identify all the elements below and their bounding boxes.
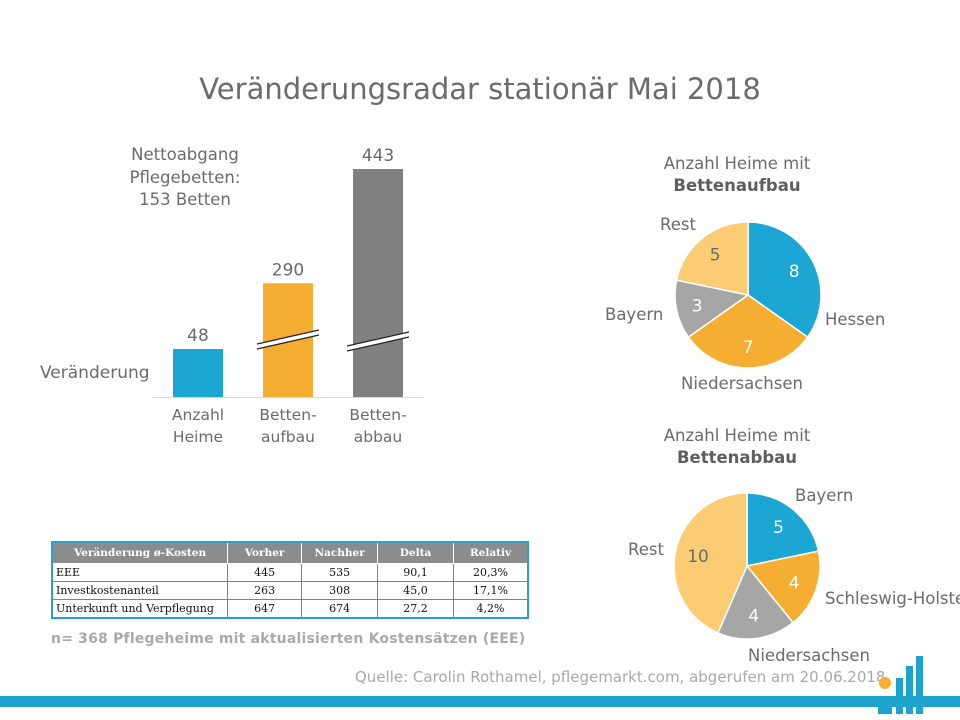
pie-2-label-rest: Rest xyxy=(628,540,664,559)
bar-value-label: 290 xyxy=(272,260,304,280)
pie-1-value-label: 8 xyxy=(789,262,800,282)
table-cell: 535 xyxy=(301,563,379,582)
pie-2-value-label: 5 xyxy=(773,518,784,538)
page-title: Veränderungsradar stationär Mai 2018 xyxy=(199,72,761,106)
pie-1-label-niedersachsen: Niedersachsen xyxy=(681,374,803,393)
pie-2-label-bayern: Bayern xyxy=(795,486,854,505)
pie-1-value-label: 3 xyxy=(692,297,703,317)
table-cell: 445 xyxy=(227,563,303,582)
table-cell: Unterkunft und Verpflegung xyxy=(51,599,229,619)
pie-1-value-label: 7 xyxy=(743,338,754,358)
axis-break-line xyxy=(256,329,320,345)
table-cell: 308 xyxy=(301,581,379,600)
bar xyxy=(173,349,223,397)
bar-category-label: Anzahl Heime xyxy=(171,406,225,446)
pie-1-value-label: 5 xyxy=(710,246,721,266)
axis-break-line xyxy=(346,331,410,347)
axis-break xyxy=(347,332,409,351)
pflegemarkt-logo-icon xyxy=(878,656,923,714)
netto-line-1: Nettoabgang xyxy=(131,145,239,164)
table-header: Delta xyxy=(377,541,455,564)
table-row: Investkostenanteil 263 308 45,0 17,1% xyxy=(51,581,529,600)
row-label: Veränderung xyxy=(40,363,150,383)
pie-1-slice xyxy=(674,279,750,339)
table-row: Unterkunft und Verpflegung 647 674 27,2 … xyxy=(51,599,529,619)
pie-1-slice xyxy=(675,221,749,296)
pie-2-title: Anzahl Heime mit Bettenabbau xyxy=(663,426,811,467)
bar-value-label: 48 xyxy=(187,326,209,346)
pie-1-slice xyxy=(747,221,822,339)
pie-2-slice xyxy=(716,564,795,640)
table-cell: 45,0 xyxy=(377,581,455,600)
cost-table: Veränderung ø-Kosten Vorher Nachher Delt… xyxy=(51,541,529,619)
netto-line-2: Pflegebetten: xyxy=(129,167,241,187)
table-cell: 647 xyxy=(227,599,303,619)
axis-break xyxy=(257,330,319,349)
pie-1-title: Anzahl Heime mit Bettenaufbau xyxy=(663,154,811,195)
pie-2-value-label: 4 xyxy=(789,574,800,594)
table-header: Vorher xyxy=(227,541,303,564)
table-header: Relativ xyxy=(453,541,529,564)
axis-break-line xyxy=(346,336,410,352)
pie-2-slice xyxy=(745,550,821,624)
bar xyxy=(353,169,403,397)
sample-note: n= 368 Pflegeheime mit aktualisierten Ko… xyxy=(51,631,526,647)
table-cell: 263 xyxy=(227,581,303,600)
pie-1-label-hessen: Hessen xyxy=(825,310,886,329)
table-cell: 90,1 xyxy=(377,563,455,582)
axis-break-line xyxy=(256,334,320,350)
table-cell: Investkostenanteil xyxy=(51,581,229,600)
pie-2-value-label: 10 xyxy=(687,547,709,567)
pie-1-slice xyxy=(687,294,809,369)
table-cell: EEE xyxy=(51,563,229,582)
table-cell: 4,2% xyxy=(453,599,529,619)
pie-2-label-schleswig-holstein: Schleswig-Holstein xyxy=(825,589,960,608)
table-row: EEE 445 535 90,1 20,3% xyxy=(51,563,529,582)
pie-2-slice xyxy=(746,492,820,567)
netto-line-3: 153 Betten xyxy=(139,190,231,209)
table-header: Nachher xyxy=(301,541,379,564)
source-credit: Quelle: Carolin Rothamel, pflegemarkt.co… xyxy=(355,668,886,686)
bar-value-label: 443 xyxy=(362,146,394,166)
table-cell: 20,3% xyxy=(453,563,529,582)
table-header-row: Veränderung ø-Kosten Vorher Nachher Delt… xyxy=(51,541,529,564)
table-header: Veränderung ø-Kosten xyxy=(51,541,229,564)
table-cell: 27,2 xyxy=(377,599,455,619)
table-cell: 674 xyxy=(301,599,379,619)
pie-1-label-rest: Rest xyxy=(660,215,696,234)
pie-2-slice xyxy=(673,492,748,634)
pie-2-value-label: 4 xyxy=(748,607,759,627)
pie-1-label-bayern: Bayern xyxy=(605,305,664,324)
footer-bar xyxy=(0,696,960,707)
bar-category-label: Betten- aufbau xyxy=(259,406,317,446)
bar-category-label: Betten- abbau xyxy=(349,406,407,446)
table-cell: 17,1% xyxy=(453,581,529,600)
pie-2-label-niedersachsen: Niedersachsen xyxy=(748,646,870,665)
netto-annotation: Nettoabgang Pflegebetten: 153 Betten xyxy=(95,144,275,212)
